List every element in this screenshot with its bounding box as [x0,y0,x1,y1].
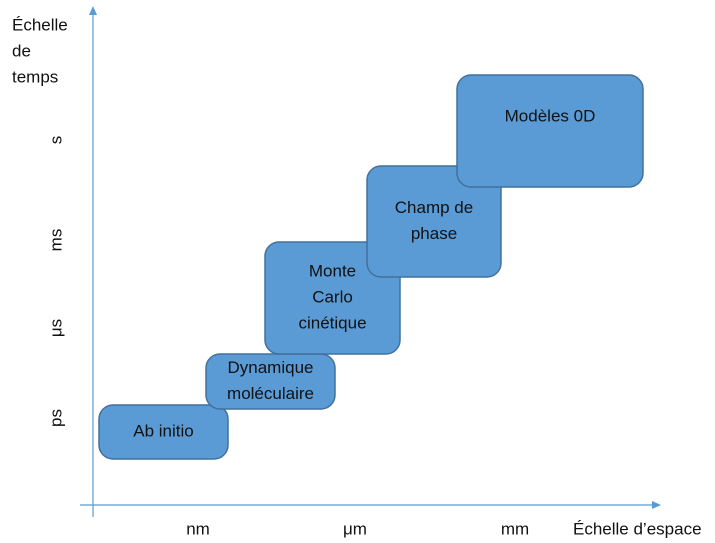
node-label: Monte [309,261,356,280]
node-box [456,74,644,188]
node-box [264,241,401,355]
node-label: Ab initio [133,421,193,440]
y-arrow [89,6,97,15]
node-label: Champ de [395,198,473,217]
node-box [98,404,229,460]
y-axis-label: Échelle [12,15,68,34]
node-label: cinétique [298,313,366,332]
x-tick-label: nm [186,519,210,538]
x-arrow [652,501,661,509]
y-tick-label: ms [46,229,65,252]
y-tick-label: ps [46,409,65,427]
node-label: Modèles 0D [505,106,596,125]
node-label: Dynamique [228,358,314,377]
y-tick-label: μs [46,319,65,337]
node-label: moléculaire [227,384,314,403]
y-axis-label: de [12,41,31,60]
y-tick-label: s [46,136,65,145]
node-label: phase [411,224,457,243]
x-axis-label: Échelle d’espace [573,519,702,538]
node-box [205,353,336,410]
y-axis-label: temps [12,67,58,86]
x-tick-label: mm [501,519,529,538]
node-box [366,165,502,278]
x-tick-label: μm [343,519,367,538]
node-label: Carlo [312,287,353,306]
